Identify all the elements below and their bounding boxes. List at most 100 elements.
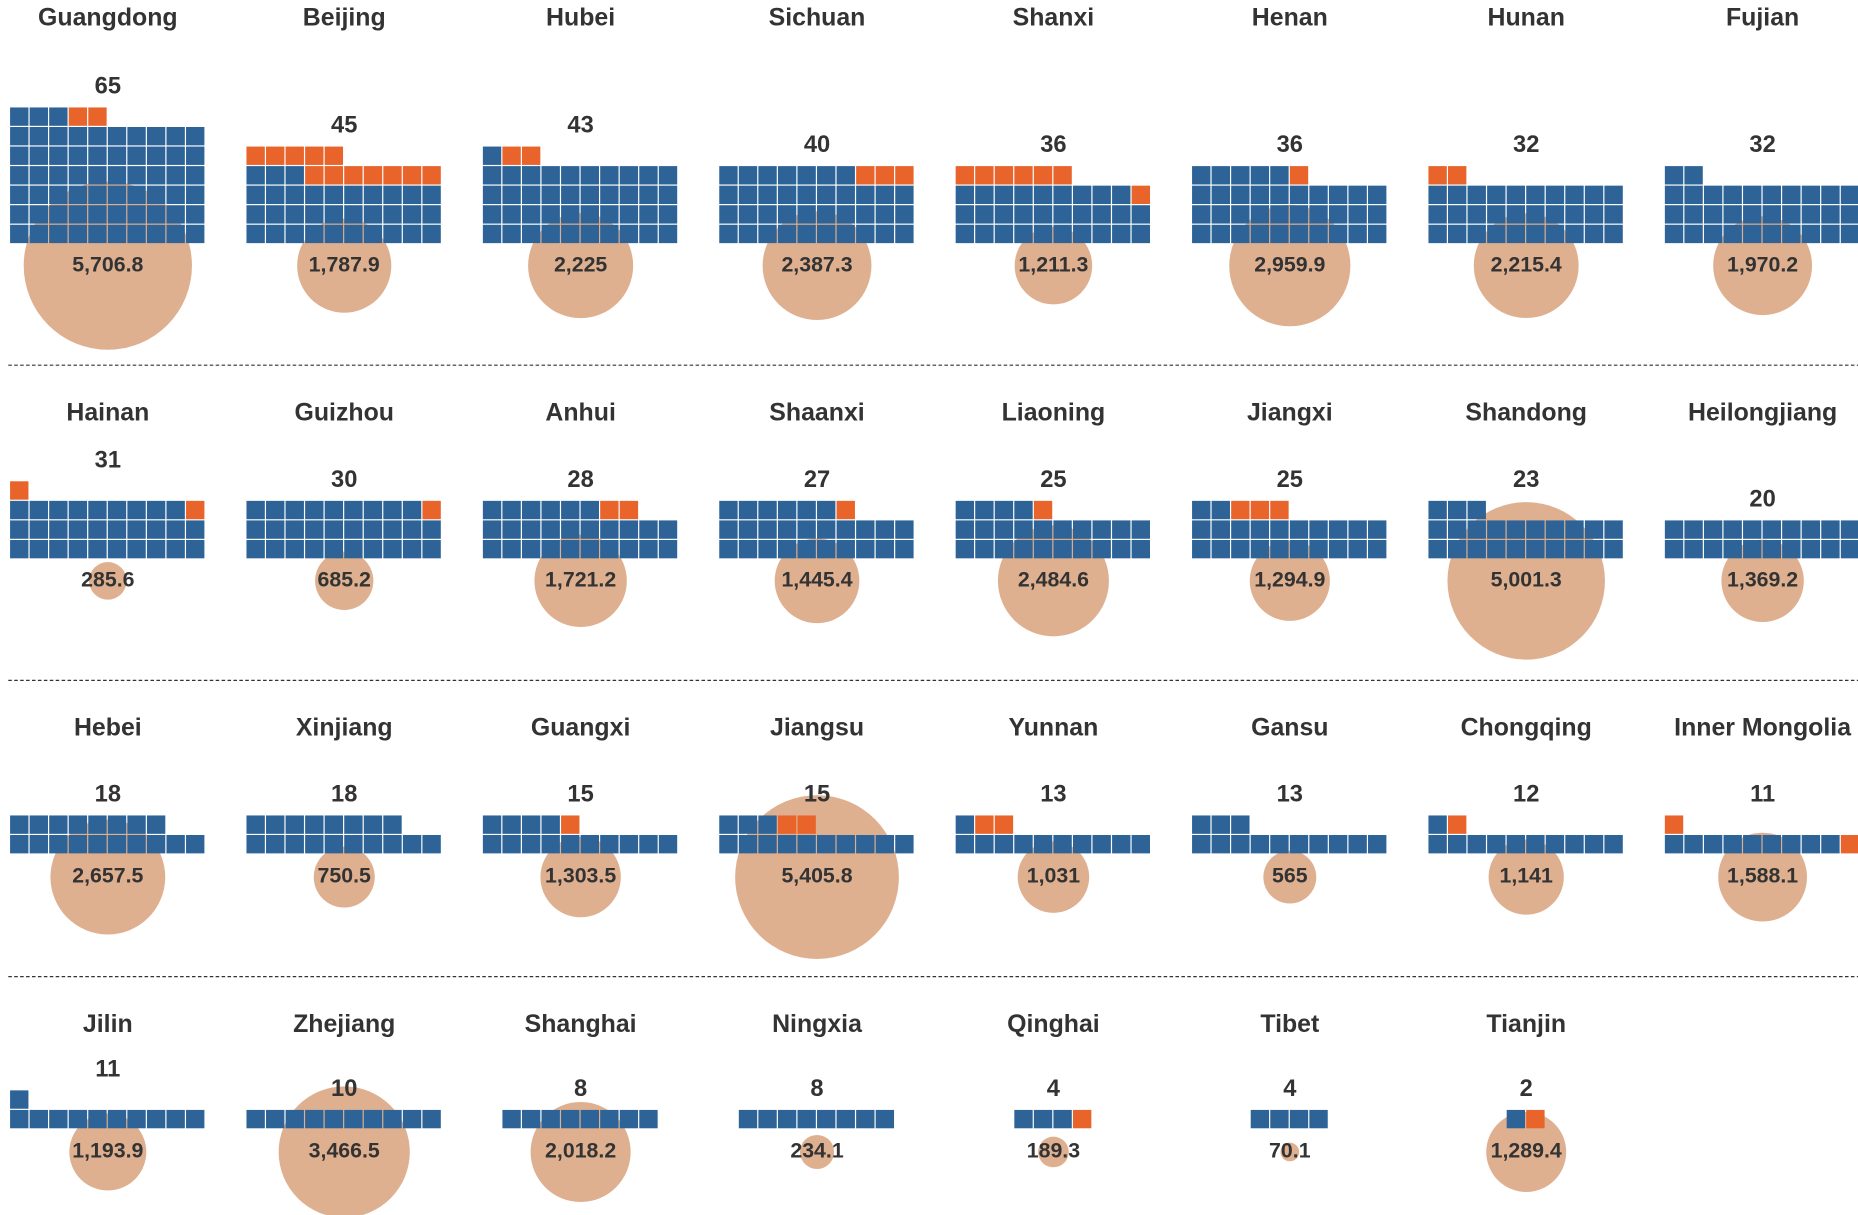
square xyxy=(1821,520,1840,539)
panel-title: Hubei xyxy=(546,4,615,32)
square xyxy=(29,166,48,185)
square xyxy=(68,185,88,205)
square xyxy=(246,224,265,244)
square xyxy=(1664,520,1684,539)
square xyxy=(1723,539,1742,559)
square xyxy=(1192,185,1211,205)
square xyxy=(758,224,777,244)
square xyxy=(402,539,422,559)
square xyxy=(895,224,914,244)
square xyxy=(146,146,166,165)
square xyxy=(285,1109,304,1129)
count-label: 43 xyxy=(567,113,593,139)
square xyxy=(1092,185,1111,205)
highlight-square xyxy=(561,815,580,834)
square xyxy=(758,1109,777,1129)
square xyxy=(1526,185,1545,205)
square xyxy=(856,224,875,244)
count-label: 28 xyxy=(567,467,593,493)
square xyxy=(1328,205,1348,224)
square xyxy=(758,185,777,205)
highlight-square xyxy=(344,166,363,185)
square xyxy=(521,185,541,205)
bubble-label: 234.1 xyxy=(790,1139,843,1163)
bubble xyxy=(89,562,127,600)
square xyxy=(1211,205,1230,224)
square xyxy=(1506,205,1526,224)
square xyxy=(29,146,48,165)
square xyxy=(797,835,816,854)
bubble-label: 1,303.5 xyxy=(545,864,616,888)
square xyxy=(738,520,758,539)
panel-title: Tibet xyxy=(1260,1010,1319,1038)
square xyxy=(1723,835,1742,854)
square xyxy=(68,166,88,185)
square xyxy=(561,539,580,559)
count-label: 8 xyxy=(810,1076,823,1102)
highlight-square xyxy=(1448,815,1467,834)
square xyxy=(777,520,797,539)
square xyxy=(363,520,383,539)
square xyxy=(344,520,363,539)
square xyxy=(955,520,975,539)
square xyxy=(541,520,560,539)
count-label: 13 xyxy=(1277,782,1303,808)
square xyxy=(107,166,127,185)
square xyxy=(817,166,836,185)
highlight-square xyxy=(619,500,639,520)
bubble-label: 5,706.8 xyxy=(72,252,143,276)
square xyxy=(1762,539,1781,559)
square xyxy=(955,815,975,834)
square xyxy=(88,146,107,165)
square xyxy=(1584,835,1604,854)
count-label: 45 xyxy=(331,113,357,139)
square xyxy=(305,205,324,224)
square xyxy=(1033,205,1053,224)
square xyxy=(266,205,285,224)
square xyxy=(619,1109,639,1129)
highlight-square xyxy=(422,166,441,185)
square xyxy=(1467,500,1486,520)
highlight-square xyxy=(285,146,304,165)
square xyxy=(817,835,836,854)
square xyxy=(1801,224,1821,244)
square xyxy=(1270,520,1289,539)
square xyxy=(600,539,619,559)
square xyxy=(975,500,994,520)
square xyxy=(49,146,68,165)
square xyxy=(166,205,185,224)
square xyxy=(1506,539,1526,559)
count-label: 32 xyxy=(1749,132,1775,158)
square xyxy=(246,1109,265,1129)
panel-title: Guangxi xyxy=(531,714,631,742)
square xyxy=(1270,205,1289,224)
square xyxy=(305,224,324,244)
square xyxy=(1211,835,1230,854)
square xyxy=(1309,520,1328,539)
bubble xyxy=(799,1134,835,1170)
square xyxy=(88,539,107,559)
bubble-label: 1,787.9 xyxy=(309,252,380,276)
square xyxy=(1743,835,1762,854)
square xyxy=(1821,539,1840,559)
square xyxy=(521,815,541,834)
square xyxy=(1289,205,1309,224)
bubble-label: 285.6 xyxy=(81,567,134,591)
square xyxy=(482,500,502,520)
square xyxy=(10,166,29,185)
square xyxy=(305,520,324,539)
square xyxy=(521,500,541,520)
square xyxy=(1487,185,1506,205)
square xyxy=(994,185,1014,205)
square xyxy=(1131,224,1150,244)
square xyxy=(383,185,402,205)
square xyxy=(738,815,758,834)
bubble xyxy=(540,836,621,918)
square xyxy=(1192,205,1211,224)
square xyxy=(1604,185,1623,205)
square xyxy=(127,539,146,559)
square xyxy=(502,835,521,854)
square xyxy=(266,1109,285,1129)
square xyxy=(1309,835,1328,854)
square xyxy=(1289,539,1309,559)
